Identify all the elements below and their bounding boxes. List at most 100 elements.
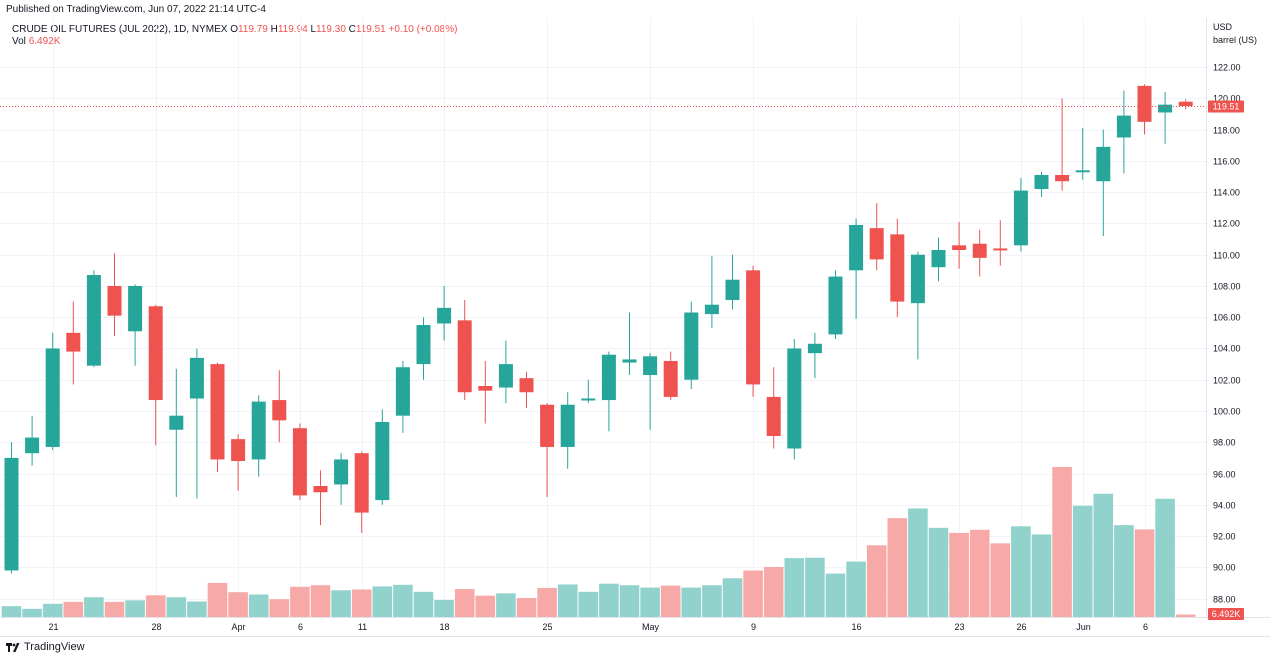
- candle-body: [684, 312, 699, 380]
- volume-bar: [516, 598, 537, 617]
- candle-body: [725, 279, 740, 301]
- open-label: O: [230, 24, 238, 35]
- price-tick-label: 114.00: [1213, 188, 1240, 198]
- volume-bar: [743, 570, 763, 617]
- last-price-tag: [1208, 100, 1244, 113]
- price-tick-label: 92.00: [1213, 532, 1236, 542]
- time-tick-label: 23: [954, 622, 964, 632]
- volume-bar: [866, 545, 887, 617]
- candle-body: [1158, 104, 1173, 113]
- candle-body: [210, 364, 225, 460]
- volume-bar: [557, 584, 578, 617]
- candle-body: [581, 398, 596, 401]
- volume-bar: [969, 529, 990, 617]
- candle-body: [1137, 85, 1152, 122]
- volume-bar: [763, 567, 784, 617]
- volume-bar: [619, 585, 640, 617]
- candle-body: [993, 248, 1008, 251]
- tradingview-logo-icon: [6, 642, 20, 652]
- volume-bar: [537, 587, 557, 617]
- candle-body: [416, 325, 431, 365]
- candle-body: [86, 275, 101, 366]
- volume-bar: [640, 587, 660, 617]
- symbol-label[interactable]: CRUDE OIL FUTURES (JUL 2022), 1D, NYMEX: [12, 24, 228, 35]
- time-tick-label: 28: [151, 622, 161, 632]
- candle-body: [972, 243, 987, 258]
- volume-bar: [784, 558, 805, 617]
- volume-bar: [434, 599, 454, 617]
- volume-bar: [1155, 498, 1175, 617]
- candle-body: [478, 385, 493, 391]
- candle-body: [1178, 101, 1193, 107]
- candle-body: [1096, 146, 1111, 182]
- volume-bar: [22, 608, 42, 617]
- candle-body: [519, 378, 534, 393]
- tradingview-footer[interactable]: TradingView: [6, 641, 85, 653]
- volume-bar: [104, 601, 125, 617]
- axis-unit-label: barrel (US): [1213, 35, 1257, 45]
- candle-body: [1013, 190, 1028, 246]
- candle-body: [457, 320, 472, 393]
- time-tick-label: 21: [48, 622, 58, 632]
- volume-bar: [1093, 493, 1114, 617]
- high-label: H: [270, 24, 278, 35]
- volume-bar: [310, 585, 331, 617]
- candle-body: [231, 439, 246, 462]
- volume-bar: [578, 591, 599, 617]
- volume-bar: [1134, 529, 1155, 617]
- price-tick-label: 102.00: [1213, 376, 1241, 386]
- time-tick-label: 18: [439, 622, 449, 632]
- volume-bar: [805, 557, 825, 617]
- tradingview-brand: TradingView: [24, 641, 85, 653]
- price-tick-label: 88.00: [1213, 595, 1236, 605]
- time-tick-label: Apr: [231, 622, 245, 632]
- candle-body: [4, 457, 19, 571]
- candle-body: [25, 437, 40, 454]
- volume-bar: [681, 587, 702, 617]
- price-tick-label: 98.00: [1213, 438, 1236, 448]
- ohlc-legend-row: CRUDE OIL FUTURES (JUL 2022), 1D, NYMEX …: [12, 24, 457, 36]
- time-tick-label: 11: [358, 622, 367, 632]
- volume-bar: [42, 603, 63, 617]
- candle-body: [1116, 115, 1131, 138]
- candle-body: [807, 343, 822, 354]
- candle-body: [107, 285, 122, 316]
- candle-body: [1075, 170, 1090, 173]
- candle-body: [395, 367, 410, 416]
- candle-body: [66, 332, 81, 352]
- time-tick-label: Jun: [1076, 622, 1091, 632]
- candle-body: [849, 224, 864, 271]
- candle-body: [45, 348, 60, 447]
- candle-body: [910, 254, 925, 304]
- volume-bar: [1011, 526, 1031, 617]
- volume-bar: [928, 527, 949, 617]
- candle-body: [787, 348, 802, 449]
- price-tick-label: 100.00: [1213, 407, 1241, 417]
- candle-body: [1055, 174, 1070, 182]
- time-tick-label: 6: [1143, 622, 1148, 632]
- candle-body: [189, 357, 204, 399]
- volume-bar: [846, 561, 866, 617]
- candle-body: [560, 404, 575, 447]
- volume-label[interactable]: Vol: [12, 36, 26, 47]
- time-tick-label: May: [642, 622, 660, 632]
- candle-body: [313, 486, 328, 493]
- volume-bar: [393, 584, 413, 617]
- volume-bar: [63, 601, 84, 617]
- candle-body: [169, 415, 184, 430]
- price-tick-label: 112.00: [1213, 219, 1240, 229]
- volume-bar: [84, 597, 104, 617]
- candle-body: [354, 453, 369, 513]
- candle-body: [643, 356, 658, 376]
- published-caption: Published on TradingView.com, Jun 07, 20…: [6, 4, 266, 15]
- price-axis[interactable]: 88.00 90.00 92.00 94.00 96.00 98.00 100.00 102.…: [1213, 63, 1241, 605]
- price-tick-label: 90.00: [1213, 563, 1236, 573]
- candle-body: [540, 404, 555, 447]
- candle-body: [601, 354, 616, 401]
- price-tick-label: 94.00: [1213, 501, 1236, 511]
- close-label: C: [348, 24, 356, 35]
- time-axis[interactable]: 21 28 Apr 6 11 18 25 May 9 16 23 26 Jun 6: [48, 622, 1148, 632]
- candle-body: [828, 276, 843, 335]
- volume-bar: [1072, 505, 1093, 617]
